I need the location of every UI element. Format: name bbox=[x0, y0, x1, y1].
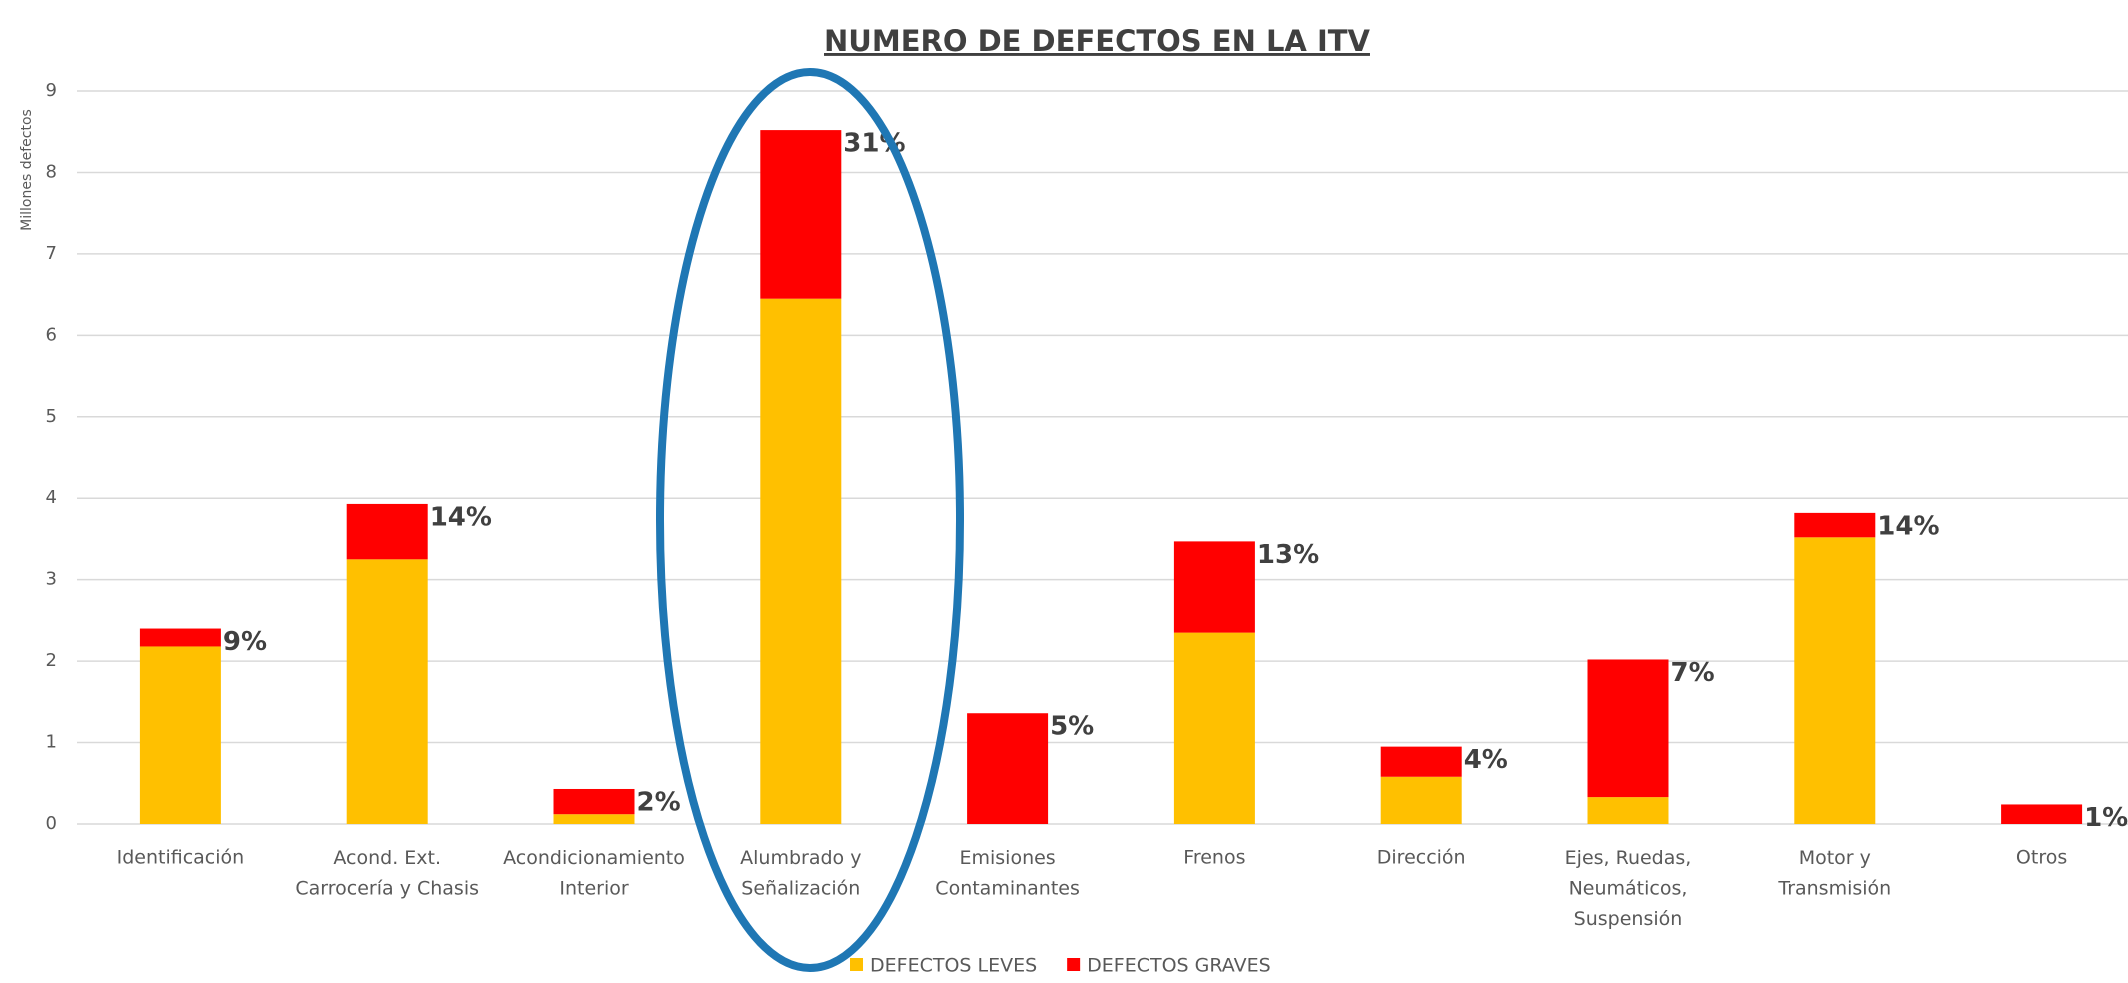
x-tick-label: Ejes, Ruedas, Neumáticos, Suspensión bbox=[1565, 847, 1692, 930]
highlight-ellipse bbox=[656, 68, 964, 972]
y-tick-label: 5 bbox=[46, 406, 57, 427]
bar-segment bbox=[1587, 797, 1669, 824]
y-tick-label: 6 bbox=[46, 324, 57, 345]
bar-segment bbox=[553, 814, 635, 824]
share-label: 1% bbox=[2084, 803, 2128, 833]
bar-segment bbox=[139, 628, 221, 647]
share-label: 2% bbox=[637, 787, 681, 817]
bar-segment bbox=[346, 559, 428, 824]
share-label: 5% bbox=[1050, 712, 1094, 742]
x-tick-label: Emisiones Contaminantes bbox=[935, 847, 1080, 899]
share-label: 13% bbox=[1257, 540, 1319, 570]
legend-label: DEFECTOS GRAVES bbox=[1087, 955, 1271, 977]
y-tick-label: 2 bbox=[46, 650, 57, 671]
chart-title: NUMERO DE DEFECTOS EN LA ITV bbox=[824, 24, 1371, 58]
bar-segment bbox=[2001, 804, 2083, 824]
bar-segment bbox=[553, 788, 635, 815]
y-tick-label: 3 bbox=[46, 569, 57, 590]
bar-segment bbox=[1173, 632, 1255, 824]
bar-segment bbox=[1794, 537, 1876, 824]
bar-segment bbox=[760, 298, 842, 824]
x-tick-label: Acondicionamiento Interior bbox=[503, 847, 685, 899]
bar-segment bbox=[967, 713, 1049, 824]
bar-segment bbox=[760, 130, 842, 299]
x-tick-label: Alumbrado y Señalización bbox=[740, 847, 861, 899]
share-label: 7% bbox=[1671, 658, 1715, 688]
y-tick-label: 4 bbox=[46, 487, 57, 508]
share-label: 14% bbox=[1877, 511, 1939, 541]
bar-segment bbox=[1380, 746, 1462, 777]
x-tick-label: Frenos bbox=[1183, 847, 1245, 869]
y-tick-label: 1 bbox=[46, 732, 57, 753]
legend-label: DEFECTOS LEVES bbox=[870, 955, 1037, 977]
y-tick-label: 9 bbox=[46, 80, 57, 101]
x-tick-label: Motor y Transmisión bbox=[1777, 847, 1891, 899]
legend-swatch bbox=[850, 958, 863, 971]
bar-segment bbox=[1794, 512, 1876, 538]
x-tick-label: Acond. Ext. Carrocería y Chasis bbox=[295, 847, 479, 899]
x-tick-label: Dirección bbox=[1377, 847, 1466, 869]
bar-segment bbox=[139, 646, 221, 824]
bar-segment bbox=[1587, 659, 1669, 798]
y-tick-label: 7 bbox=[46, 243, 57, 264]
share-label: 14% bbox=[430, 502, 492, 532]
bar-segment bbox=[1380, 776, 1462, 824]
bar-segment bbox=[346, 503, 428, 560]
y-axis-label: Millones defectos bbox=[19, 109, 35, 231]
x-tick-label: Otros bbox=[2016, 847, 2067, 869]
legend-swatch bbox=[1067, 958, 1081, 971]
share-label: 9% bbox=[223, 627, 267, 657]
bar-segment bbox=[1173, 541, 1255, 633]
share-label: 4% bbox=[1464, 745, 1508, 775]
y-tick-label: 0 bbox=[46, 813, 57, 834]
x-tick-label: Identificación bbox=[117, 847, 245, 869]
y-tick-label: 8 bbox=[46, 161, 57, 182]
